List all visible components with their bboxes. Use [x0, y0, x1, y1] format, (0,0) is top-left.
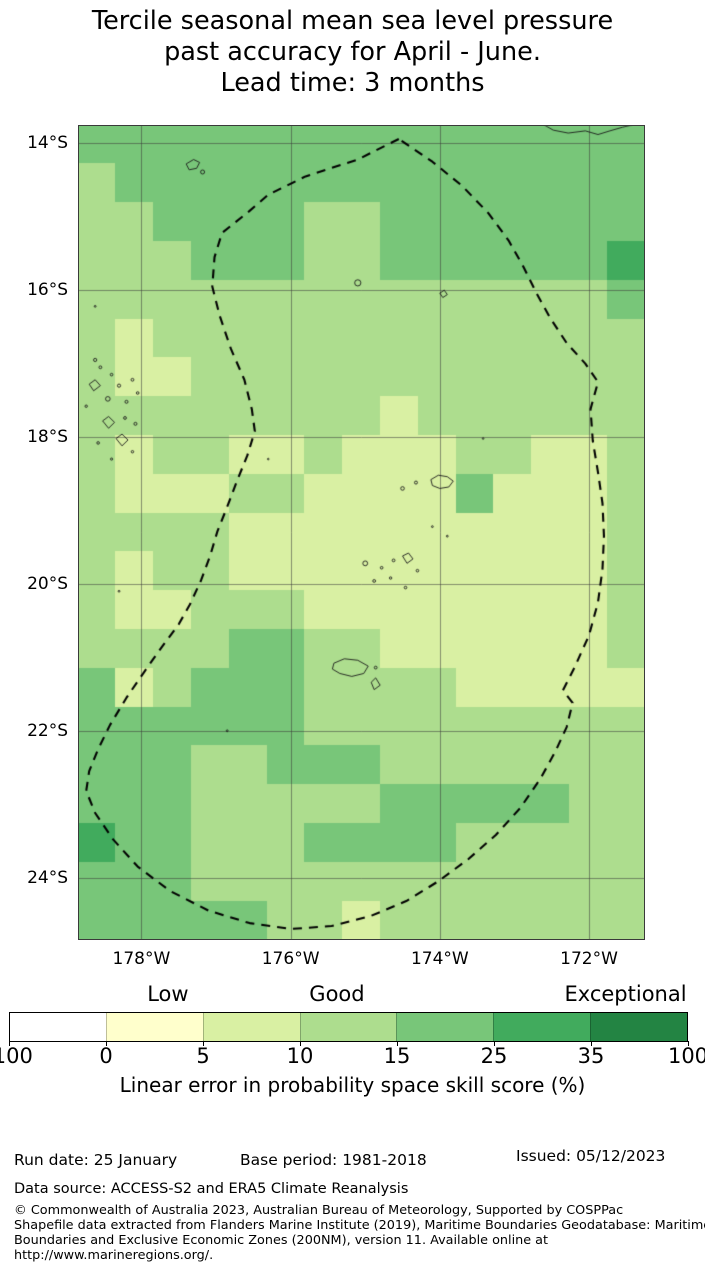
colorbar-tick-mark: [300, 1041, 301, 1046]
skill-score-map: [78, 125, 645, 940]
x-tick-label: 178°W: [112, 949, 171, 969]
colorbar-tick-mark: [203, 1041, 204, 1046]
colorbar-tick-mark: [688, 1041, 689, 1046]
colorbar-tick-label: 5: [196, 1044, 210, 1068]
colorbar-tick-label: 10: [286, 1044, 314, 1068]
colorbar-category-label: Exceptional: [564, 982, 687, 1006]
colorbar-segment: [299, 1013, 397, 1041]
colorbar-tick-label: 15: [383, 1044, 411, 1068]
map-overlay-coastlines-and-eez: [78, 125, 645, 940]
run-date: Run date: 25 January: [14, 1151, 178, 1169]
colorbar-segment: [105, 1013, 203, 1041]
copyright-line-1: © Commonwealth of Australia 2023, Austra…: [14, 1203, 624, 1218]
colorbar-tick-label: -100: [0, 1044, 33, 1068]
colorbar-title: Linear error in probability space skill …: [119, 1073, 586, 1097]
colorbar-segment: [202, 1013, 300, 1041]
title-line-1: Tercile seasonal mean sea level pressure: [91, 6, 614, 36]
colorbar-segment: [493, 1013, 591, 1041]
y-tick-label: 20°S: [27, 573, 68, 594]
title-line-3: Lead time: 3 months: [220, 68, 485, 98]
copyright-line-3: Boundaries and Exclusive Economic Zones …: [14, 1233, 549, 1248]
colorbar-tick-mark: [397, 1041, 398, 1046]
base-period: Base period: 1981-2018: [240, 1151, 427, 1169]
page-title: Tercile seasonal mean sea level pressure…: [0, 6, 705, 99]
colorbar-segment: [396, 1013, 494, 1041]
colorbar-tick-labels: -100 0 5 10 15 25 35 100: [0, 1041, 705, 1068]
colorbar-tick-label: 100: [667, 1044, 705, 1068]
colorbar-category-labels: Low Good Exceptional: [0, 982, 705, 1008]
y-tick-label: 18°S: [27, 427, 68, 448]
colorbar-tick-mark: [9, 1041, 10, 1046]
colorbar-tick-label: 35: [577, 1044, 605, 1068]
data-source: Data source: ACCESS-S2 and ERA5 Climate …: [14, 1181, 409, 1197]
y-tick-label: 16°S: [27, 280, 68, 301]
copyright-block: © Commonwealth of Australia 2023, Austra…: [14, 1203, 705, 1263]
y-tick-label: 14°S: [27, 133, 68, 154]
title-line-2: past accuracy for April - June.: [164, 37, 541, 67]
colorbar-category-label: Low: [147, 982, 189, 1006]
colorbar-tick-mark: [106, 1041, 107, 1046]
colorbar-segment: [10, 1013, 106, 1041]
colorbar-segment: [590, 1013, 688, 1041]
x-tick-label: 172°W: [560, 949, 618, 969]
colorbar: [9, 1012, 688, 1042]
x-tick-label: 174°W: [410, 949, 469, 969]
y-tick-label: 22°S: [27, 720, 68, 741]
x-tick-label: 176°W: [261, 949, 320, 969]
colorbar-tick-mark: [494, 1041, 495, 1046]
copyright-line-2: Shapefile data extracted from Flanders M…: [14, 1218, 705, 1233]
colorbar-tick-mark: [591, 1041, 592, 1046]
y-tick-label: 24°S: [27, 867, 68, 888]
colorbar-tick-label: 0: [99, 1044, 113, 1068]
colorbar-tick-label: 25: [480, 1044, 508, 1068]
issued-date: Issued: 05/12/2023: [516, 1147, 666, 1165]
copyright-line-4: http://www.marineregions.org/.: [14, 1248, 214, 1263]
footer-metadata-row: Run date: 25 January Base period: 1981-2…: [0, 1147, 705, 1171]
colorbar-category-label: Good: [309, 982, 365, 1006]
